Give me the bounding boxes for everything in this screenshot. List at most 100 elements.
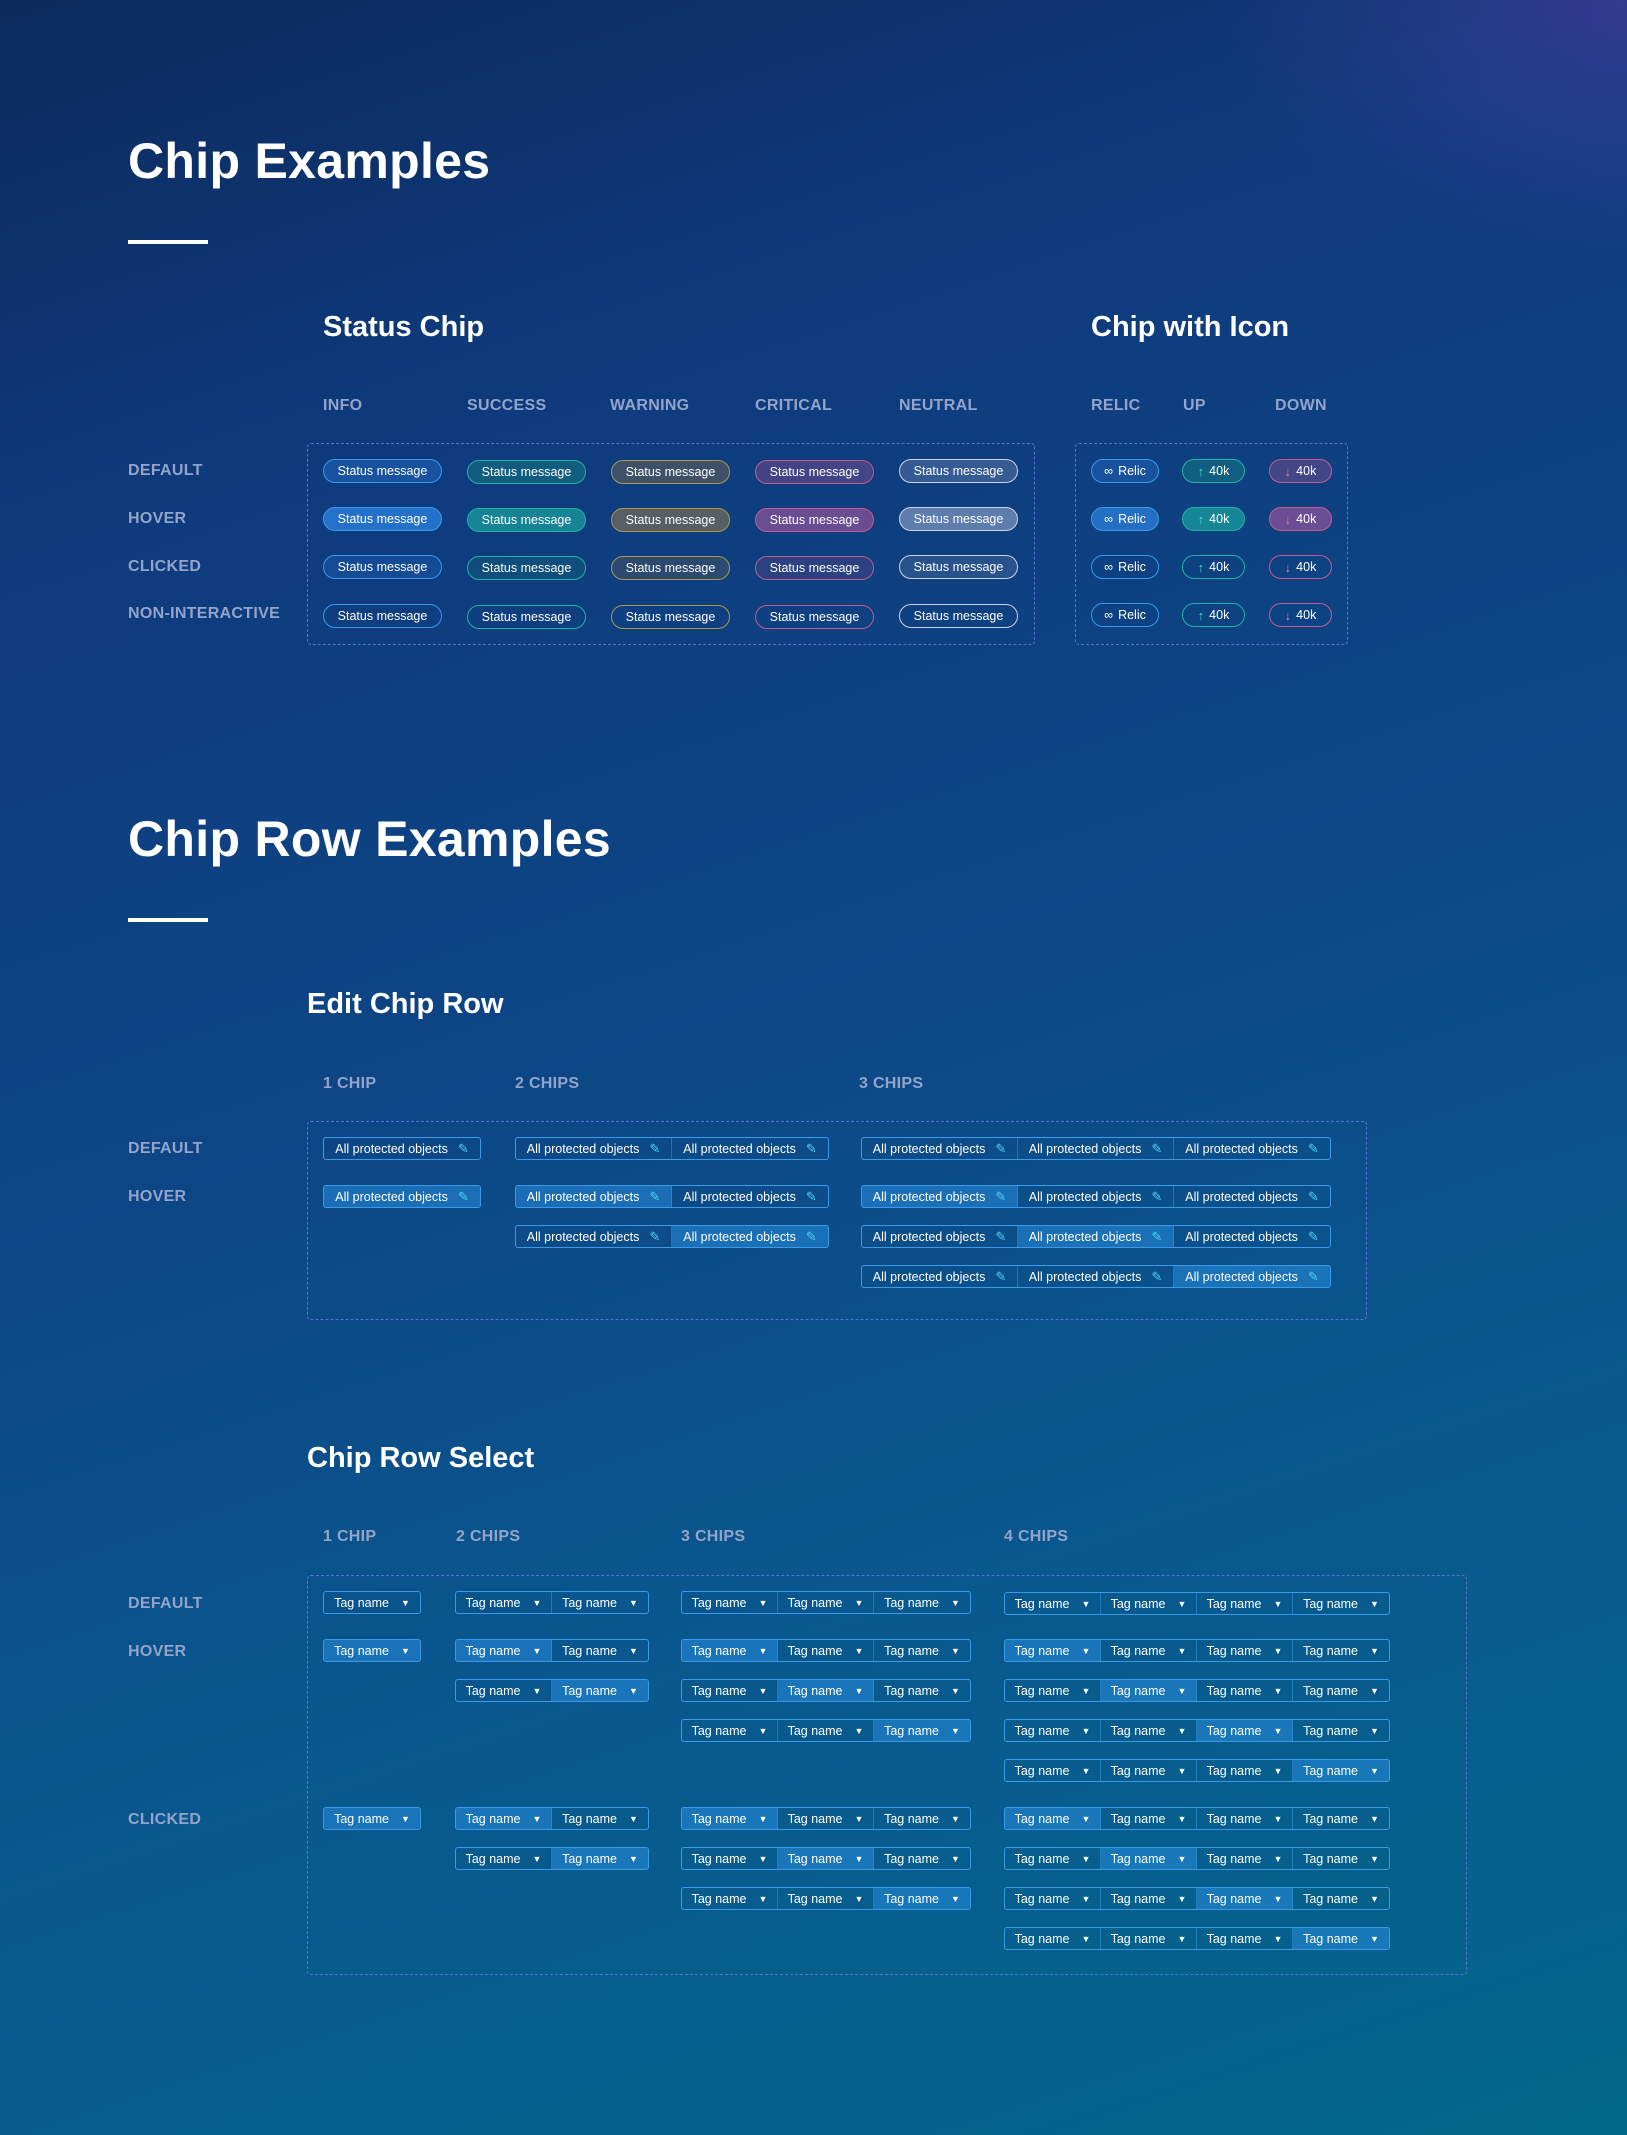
chip-neutral-hover[interactable]: Status message bbox=[899, 507, 1018, 531]
select-chip[interactable]: Tag name ▼ bbox=[1101, 1680, 1197, 1701]
select-chip[interactable]: Tag name ▼ bbox=[874, 1888, 970, 1909]
chip-success-default[interactable]: Status message bbox=[467, 460, 586, 484]
pencil-icon[interactable]: ✎ bbox=[1151, 1140, 1163, 1156]
chip-neutral-clicked[interactable]: Status message bbox=[899, 555, 1018, 579]
edit-chip[interactable]: All protected objects ✎ bbox=[1174, 1138, 1330, 1159]
select-chip[interactable]: Tag name ▼ bbox=[682, 1720, 778, 1741]
pencil-icon[interactable]: ✎ bbox=[805, 1140, 817, 1156]
edit-chip[interactable]: All protected objects ✎ bbox=[862, 1138, 1018, 1159]
select-chip[interactable]: Tag name ▼ bbox=[1197, 1760, 1293, 1781]
chip-warning-default[interactable]: Status message bbox=[611, 460, 730, 484]
pencil-icon[interactable]: ✎ bbox=[1307, 1188, 1319, 1204]
chip-up-default[interactable]: ↑ 40k bbox=[1182, 459, 1245, 483]
select-chip[interactable]: Tag name ▼ bbox=[778, 1680, 874, 1701]
select-chip[interactable]: Tag name ▼ bbox=[1197, 1888, 1293, 1909]
edit-chip[interactable]: All protected objects ✎ bbox=[1018, 1186, 1174, 1207]
chip-relic-clicked[interactable]: ∞ Relic bbox=[1091, 555, 1159, 579]
select-chip[interactable]: Tag name ▼ bbox=[778, 1592, 874, 1613]
select-chip[interactable]: Tag name ▼ bbox=[1005, 1888, 1101, 1909]
select-chip[interactable]: Tag name ▼ bbox=[552, 1592, 648, 1613]
edit-chip[interactable]: All protected objects ✎ bbox=[1174, 1266, 1330, 1287]
select-chip[interactable]: Tag name ▼ bbox=[682, 1592, 778, 1613]
edit-chip[interactable]: All protected objects ✎ bbox=[1174, 1186, 1330, 1207]
edit-chip[interactable]: All protected objects ✎ bbox=[862, 1226, 1018, 1247]
select-chip[interactable]: Tag name ▼ bbox=[1101, 1593, 1197, 1614]
select-chip[interactable]: Tag name ▼ bbox=[324, 1592, 420, 1613]
edit-chip[interactable]: All protected objects ✎ bbox=[862, 1266, 1018, 1287]
edit-chip[interactable]: All protected objects ✎ bbox=[1018, 1266, 1174, 1287]
select-chip[interactable]: Tag name ▼ bbox=[1005, 1640, 1101, 1661]
edit-chip[interactable]: All protected objects ✎ bbox=[516, 1226, 672, 1247]
pencil-icon[interactable]: ✎ bbox=[1151, 1228, 1163, 1244]
edit-chip[interactable]: All protected objects ✎ bbox=[324, 1186, 480, 1207]
pencil-icon[interactable]: ✎ bbox=[457, 1140, 469, 1156]
select-chip[interactable]: Tag name ▼ bbox=[456, 1808, 552, 1829]
select-chip[interactable]: Tag name ▼ bbox=[1101, 1848, 1197, 1869]
select-chip[interactable]: Tag name ▼ bbox=[874, 1680, 970, 1701]
edit-chip[interactable]: All protected objects ✎ bbox=[1174, 1226, 1330, 1247]
select-chip[interactable]: Tag name ▼ bbox=[1293, 1808, 1389, 1829]
select-chip[interactable]: Tag name ▼ bbox=[1197, 1848, 1293, 1869]
edit-chip[interactable]: All protected objects ✎ bbox=[1018, 1138, 1174, 1159]
select-chip[interactable]: Tag name ▼ bbox=[1101, 1808, 1197, 1829]
chip-info-clicked[interactable]: Status message bbox=[323, 555, 442, 579]
chip-down-hover[interactable]: ↓ 40k bbox=[1269, 507, 1332, 531]
chip-up-hover[interactable]: ↑ 40k bbox=[1182, 507, 1245, 531]
select-chip[interactable]: Tag name ▼ bbox=[1005, 1760, 1101, 1781]
pencil-icon[interactable]: ✎ bbox=[1151, 1268, 1163, 1284]
chip-critical-hover[interactable]: Status message bbox=[755, 508, 874, 532]
select-chip[interactable]: Tag name ▼ bbox=[874, 1592, 970, 1613]
select-chip[interactable]: Tag name ▼ bbox=[456, 1592, 552, 1613]
select-chip[interactable]: Tag name ▼ bbox=[682, 1808, 778, 1829]
chip-critical-clicked[interactable]: Status message bbox=[755, 556, 874, 580]
select-chip[interactable]: Tag name ▼ bbox=[1101, 1640, 1197, 1661]
select-chip[interactable]: Tag name ▼ bbox=[324, 1640, 420, 1661]
pencil-icon[interactable]: ✎ bbox=[805, 1188, 817, 1204]
pencil-icon[interactable]: ✎ bbox=[649, 1228, 661, 1244]
select-chip[interactable]: Tag name ▼ bbox=[456, 1848, 552, 1869]
select-chip[interactable]: Tag name ▼ bbox=[1101, 1720, 1197, 1741]
select-chip[interactable]: Tag name ▼ bbox=[1197, 1640, 1293, 1661]
pencil-icon[interactable]: ✎ bbox=[1307, 1268, 1319, 1284]
edit-chip[interactable]: All protected objects ✎ bbox=[324, 1138, 480, 1159]
select-chip[interactable]: Tag name ▼ bbox=[552, 1640, 648, 1661]
select-chip[interactable]: Tag name ▼ bbox=[1101, 1760, 1197, 1781]
edit-chip[interactable]: All protected objects ✎ bbox=[672, 1226, 828, 1247]
select-chip[interactable]: Tag name ▼ bbox=[1005, 1593, 1101, 1614]
select-chip[interactable]: Tag name ▼ bbox=[1005, 1848, 1101, 1869]
select-chip[interactable]: Tag name ▼ bbox=[778, 1720, 874, 1741]
select-chip[interactable]: Tag name ▼ bbox=[456, 1680, 552, 1701]
pencil-icon[interactable]: ✎ bbox=[995, 1188, 1007, 1204]
pencil-icon[interactable]: ✎ bbox=[995, 1228, 1007, 1244]
select-chip[interactable]: Tag name ▼ bbox=[874, 1848, 970, 1869]
select-chip[interactable]: Tag name ▼ bbox=[778, 1640, 874, 1661]
select-chip[interactable]: Tag name ▼ bbox=[1293, 1593, 1389, 1614]
select-chip[interactable]: Tag name ▼ bbox=[682, 1680, 778, 1701]
chip-relic-hover[interactable]: ∞ Relic bbox=[1091, 507, 1159, 531]
chip-success-clicked[interactable]: Status message bbox=[467, 556, 586, 580]
select-chip[interactable]: Tag name ▼ bbox=[1197, 1808, 1293, 1829]
select-chip[interactable]: Tag name ▼ bbox=[682, 1640, 778, 1661]
select-chip[interactable]: Tag name ▼ bbox=[1293, 1928, 1389, 1949]
select-chip[interactable]: Tag name ▼ bbox=[1005, 1720, 1101, 1741]
select-chip[interactable]: Tag name ▼ bbox=[1101, 1928, 1197, 1949]
chip-down-default[interactable]: ↓ 40k bbox=[1269, 459, 1332, 483]
select-chip[interactable]: Tag name ▼ bbox=[324, 1808, 420, 1829]
select-chip[interactable]: Tag name ▼ bbox=[1197, 1720, 1293, 1741]
chip-warning-clicked[interactable]: Status message bbox=[611, 556, 730, 580]
select-chip[interactable]: Tag name ▼ bbox=[1005, 1680, 1101, 1701]
select-chip[interactable]: Tag name ▼ bbox=[778, 1888, 874, 1909]
chip-relic-default[interactable]: ∞ Relic bbox=[1091, 459, 1159, 483]
chip-warning-hover[interactable]: Status message bbox=[611, 508, 730, 532]
select-chip[interactable]: Tag name ▼ bbox=[682, 1888, 778, 1909]
chip-neutral-default[interactable]: Status message bbox=[899, 459, 1018, 483]
select-chip[interactable]: Tag name ▼ bbox=[874, 1720, 970, 1741]
chip-info-hover[interactable]: Status message bbox=[323, 507, 442, 531]
select-chip[interactable]: Tag name ▼ bbox=[1101, 1888, 1197, 1909]
chip-up-clicked[interactable]: ↑ 40k bbox=[1182, 555, 1245, 579]
select-chip[interactable]: Tag name ▼ bbox=[1293, 1680, 1389, 1701]
select-chip[interactable]: Tag name ▼ bbox=[1293, 1640, 1389, 1661]
select-chip[interactable]: Tag name ▼ bbox=[1005, 1928, 1101, 1949]
pencil-icon[interactable]: ✎ bbox=[1307, 1228, 1319, 1244]
pencil-icon[interactable]: ✎ bbox=[995, 1268, 1007, 1284]
